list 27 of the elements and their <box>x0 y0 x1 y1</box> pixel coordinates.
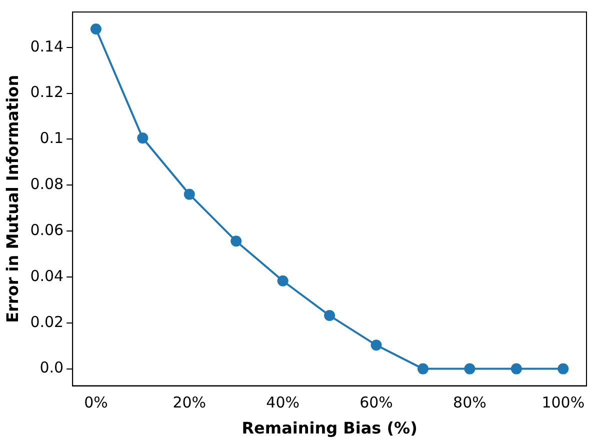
y-tick-label: 0.02 <box>30 312 64 331</box>
x-tick-label: 40% <box>266 394 300 412</box>
point <box>230 236 242 247</box>
x-tick-label: 80% <box>453 394 486 412</box>
point <box>558 363 569 374</box>
y-tick-label: 0.12 <box>30 83 64 102</box>
x-tick-label: 0% <box>84 394 108 412</box>
y-tick-label: 0.06 <box>30 220 64 239</box>
y-tick-label: 0.0 <box>40 358 64 377</box>
point <box>277 275 288 286</box>
point <box>464 363 476 374</box>
x-tick-label: 60% <box>360 394 393 412</box>
x-tick-label: 20% <box>172 394 206 412</box>
y-tick-label: 0.1 <box>40 129 64 148</box>
point <box>90 23 102 34</box>
point <box>417 363 428 374</box>
point <box>510 363 522 374</box>
x-axis-title: Remaining Bias (%) <box>242 418 418 438</box>
point <box>184 188 195 200</box>
y-axis-title: Error in Mutual Information <box>2 74 22 323</box>
y-tick-label: 0.04 <box>30 266 64 285</box>
x-tick-label: 100% <box>542 394 585 412</box>
point <box>370 340 382 351</box>
point <box>137 132 148 144</box>
point <box>324 310 336 322</box>
y-tick-label: 0.14 <box>30 37 64 56</box>
y-tick-label: 0.08 <box>30 175 64 194</box>
